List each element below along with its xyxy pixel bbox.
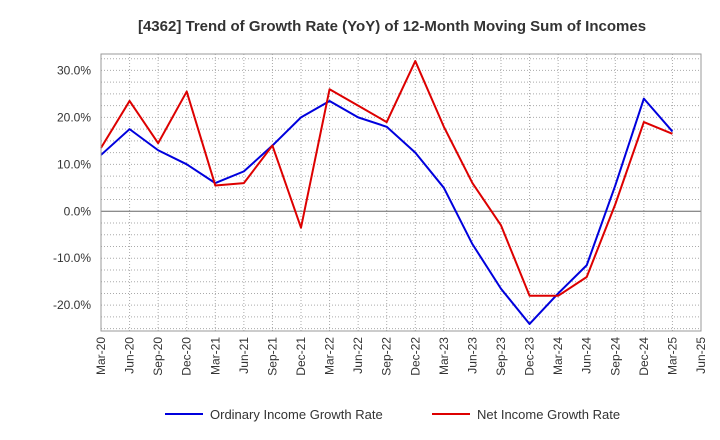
x-tick-label: Dec-21 [294,337,308,376]
x-tick-label: Jun-22 [351,337,365,374]
x-tick-label: Mar-22 [323,337,337,375]
y-axis: 30.0% 20.0% 10.0% 0.0% -10.0% -20.0% [53,63,91,312]
x-tick-label: Sep-20 [151,337,165,376]
y-tick-label: 0.0% [64,204,92,218]
x-tick-label: Jun-25 [694,337,708,374]
legend: Ordinary Income Growth Rate Net Income Gr… [165,407,620,422]
x-tick-label: Sep-23 [494,337,508,376]
x-tick-label: Jun-23 [465,337,479,374]
x-tick-label: Dec-23 [523,337,537,376]
plot-frame [100,53,702,332]
y-tick-label: 30.0% [57,63,91,77]
x-tick-label: Jun-20 [123,337,137,374]
x-tick-label: Mar-20 [94,337,108,375]
x-tick-label: Sep-21 [265,337,279,376]
series-line-1 [100,97,674,325]
x-tick-label: Mar-25 [665,337,679,375]
x-tick-label: Dec-24 [637,337,651,376]
x-tick-label: Dec-22 [408,337,422,376]
x-axis: Mar-20 Jun-20 Sep-20 Dec-20 Mar-21 Jun-21 Sep-… [94,337,708,376]
y-tick-label: 20.0% [57,110,91,124]
x-tick-label: Jun-21 [237,337,251,374]
legend-label-2: Net Income Growth Rate [477,407,620,422]
y-tick-label: -10.0% [53,251,91,265]
x-tick-label: Mar-23 [437,337,451,375]
x-tick-label: Jun-24 [580,337,594,374]
legend-label-1: Ordinary Income Growth Rate [210,407,383,422]
x-tick-label: Sep-24 [608,337,622,376]
x-tick-label: Mar-24 [551,337,565,375]
chart-title: [4362] Trend of Growth Rate (YoY) of 12-… [138,18,646,35]
x-tick-label: Mar-21 [208,337,222,375]
series-line-2 [100,60,673,297]
series-lines [100,60,674,325]
x-tick-label: Dec-20 [180,337,194,376]
y-tick-label: 10.0% [57,157,91,171]
x-tick-label: Sep-22 [380,337,394,376]
grid [100,54,702,331]
y-tick-label: -20.0% [53,298,91,312]
